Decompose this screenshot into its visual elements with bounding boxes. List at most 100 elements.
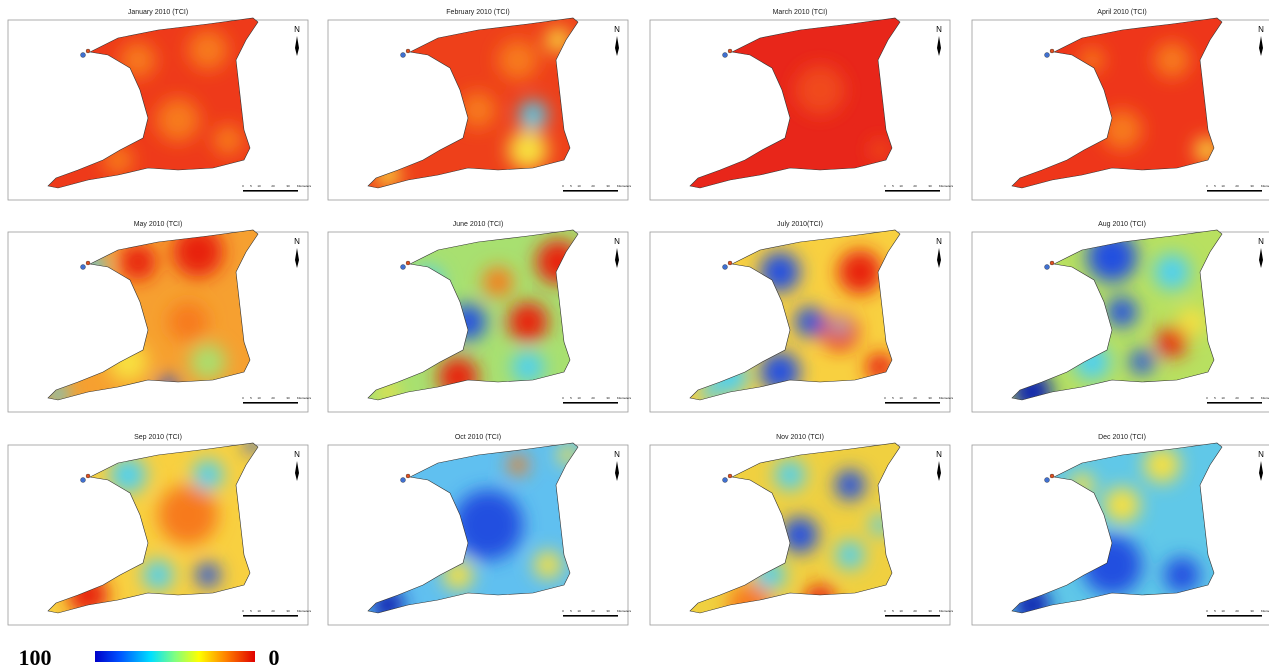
scale-bar — [1207, 190, 1262, 192]
color-blob — [782, 517, 818, 553]
scale-label: 0 — [1206, 609, 1208, 613]
island-pattern — [795, 65, 890, 160]
color-blob — [1102, 110, 1142, 150]
color-blob — [188, 30, 228, 70]
islet — [400, 52, 406, 58]
coastline — [47, 442, 259, 614]
north-label: N — [1258, 237, 1264, 246]
color-blob — [833, 320, 847, 334]
panel-title: Aug 2010 (TCI) — [1098, 221, 1146, 228]
legend-max: 100 — [19, 645, 52, 667]
scale-label: 0 — [884, 396, 886, 400]
islet — [1049, 48, 1055, 54]
scale-label: 5 — [250, 609, 252, 613]
scale-bar — [563, 615, 618, 617]
color-blob — [1154, 42, 1190, 78]
scale-bar — [885, 402, 940, 404]
color-blob — [508, 130, 548, 170]
scale-label: 0 — [1206, 396, 1208, 400]
scale-bar — [563, 190, 618, 192]
scale-label: Kilometers — [617, 184, 632, 188]
north-label: N — [1258, 25, 1264, 34]
scale-label: 10 — [257, 609, 261, 613]
islet — [85, 48, 91, 54]
north-label: N — [936, 25, 942, 34]
scale-label: 20 — [591, 184, 595, 188]
map-panel: Aug 2010 (TCI) N 0 5 10 20 30 Kilometers — [971, 221, 1269, 413]
scale-label: 0 — [884, 184, 886, 188]
map-panel: July 2010(TCI) N 0 5 10 20 30 Kilometers — [649, 221, 954, 413]
map-panel: Nov 2010 (TCI) N 0 5 10 20 30 Kilometers — [649, 434, 954, 626]
scale-label: 10 — [899, 184, 903, 188]
panel-title: March 2010 (TCI) — [773, 9, 828, 16]
scale-label: 10 — [1221, 609, 1225, 613]
north-label: N — [936, 237, 942, 246]
color-blob — [110, 457, 146, 493]
color-blob — [534, 551, 562, 579]
scale-label: 5 — [570, 184, 572, 188]
coastline — [1011, 229, 1223, 401]
scale-label: 5 — [892, 184, 894, 188]
scale-label: 20 — [271, 184, 275, 188]
islet — [1044, 52, 1050, 58]
scale-bar — [563, 402, 618, 404]
scale-label: 5 — [250, 396, 252, 400]
scale-label: 0 — [562, 184, 564, 188]
north-label: N — [936, 450, 942, 459]
scale-label: Kilometers — [939, 184, 954, 188]
north-arrow — [615, 36, 619, 56]
scale-label: 30 — [1250, 609, 1254, 613]
scale-label: 30 — [928, 396, 932, 400]
north-label: N — [294, 450, 300, 459]
color-blob — [1144, 447, 1180, 483]
color-blob — [158, 485, 218, 545]
north-label: N — [614, 450, 620, 459]
north-label: N — [294, 25, 300, 34]
scale-label: 20 — [1235, 184, 1239, 188]
map-panel: May 2010 (TCI) N 0 5 10 20 30 Kilometers — [7, 221, 312, 413]
islet — [85, 473, 91, 479]
map-panel: Oct 2010 (TCI) N 0 5 10 20 30 Kilometers — [327, 434, 632, 626]
color-blob — [1104, 487, 1140, 523]
panel-title: May 2010 (TCI) — [134, 221, 183, 228]
scale-bar — [1207, 615, 1262, 617]
north-label: N — [294, 237, 300, 246]
scale-label: Kilometers — [617, 609, 632, 613]
scale-label: 5 — [250, 184, 252, 188]
coastline — [367, 17, 579, 189]
color-blob — [213, 125, 243, 155]
scale-bar — [885, 615, 940, 617]
scale-label: 0 — [242, 184, 244, 188]
color-blob — [519, 101, 547, 129]
coastline — [689, 229, 901, 401]
scale-label: Kilometers — [617, 396, 632, 400]
color-blob — [498, 40, 538, 80]
north-arrow — [937, 461, 941, 481]
scale-label: 30 — [606, 396, 610, 400]
color-blob — [483, 267, 513, 297]
scale-label: Kilometers — [939, 609, 954, 613]
color-blob — [193, 460, 223, 490]
scale-label: 30 — [286, 396, 290, 400]
scale-bar — [885, 190, 940, 192]
color-blob — [173, 230, 223, 277]
scale-label: 5 — [892, 396, 894, 400]
coastline — [367, 229, 579, 401]
color-blob — [870, 140, 890, 160]
scale-label: 10 — [257, 396, 261, 400]
color-blob — [836, 541, 864, 569]
north-arrow — [615, 461, 619, 481]
scale-label: 5 — [1214, 184, 1216, 188]
coastline — [689, 442, 901, 614]
color-blob — [460, 92, 496, 128]
islet — [727, 48, 733, 54]
scale-label: 5 — [1214, 396, 1216, 400]
map-panel: January 2010 (TCI) N 0 5 10 20 30 Kilometers — [7, 9, 312, 201]
scale-label: 10 — [1221, 396, 1225, 400]
north-label: N — [614, 237, 620, 246]
color-blob — [795, 65, 845, 115]
color-blob — [143, 560, 173, 590]
panel-title: July 2010(TCI) — [777, 221, 823, 228]
color-blob — [775, 460, 805, 490]
